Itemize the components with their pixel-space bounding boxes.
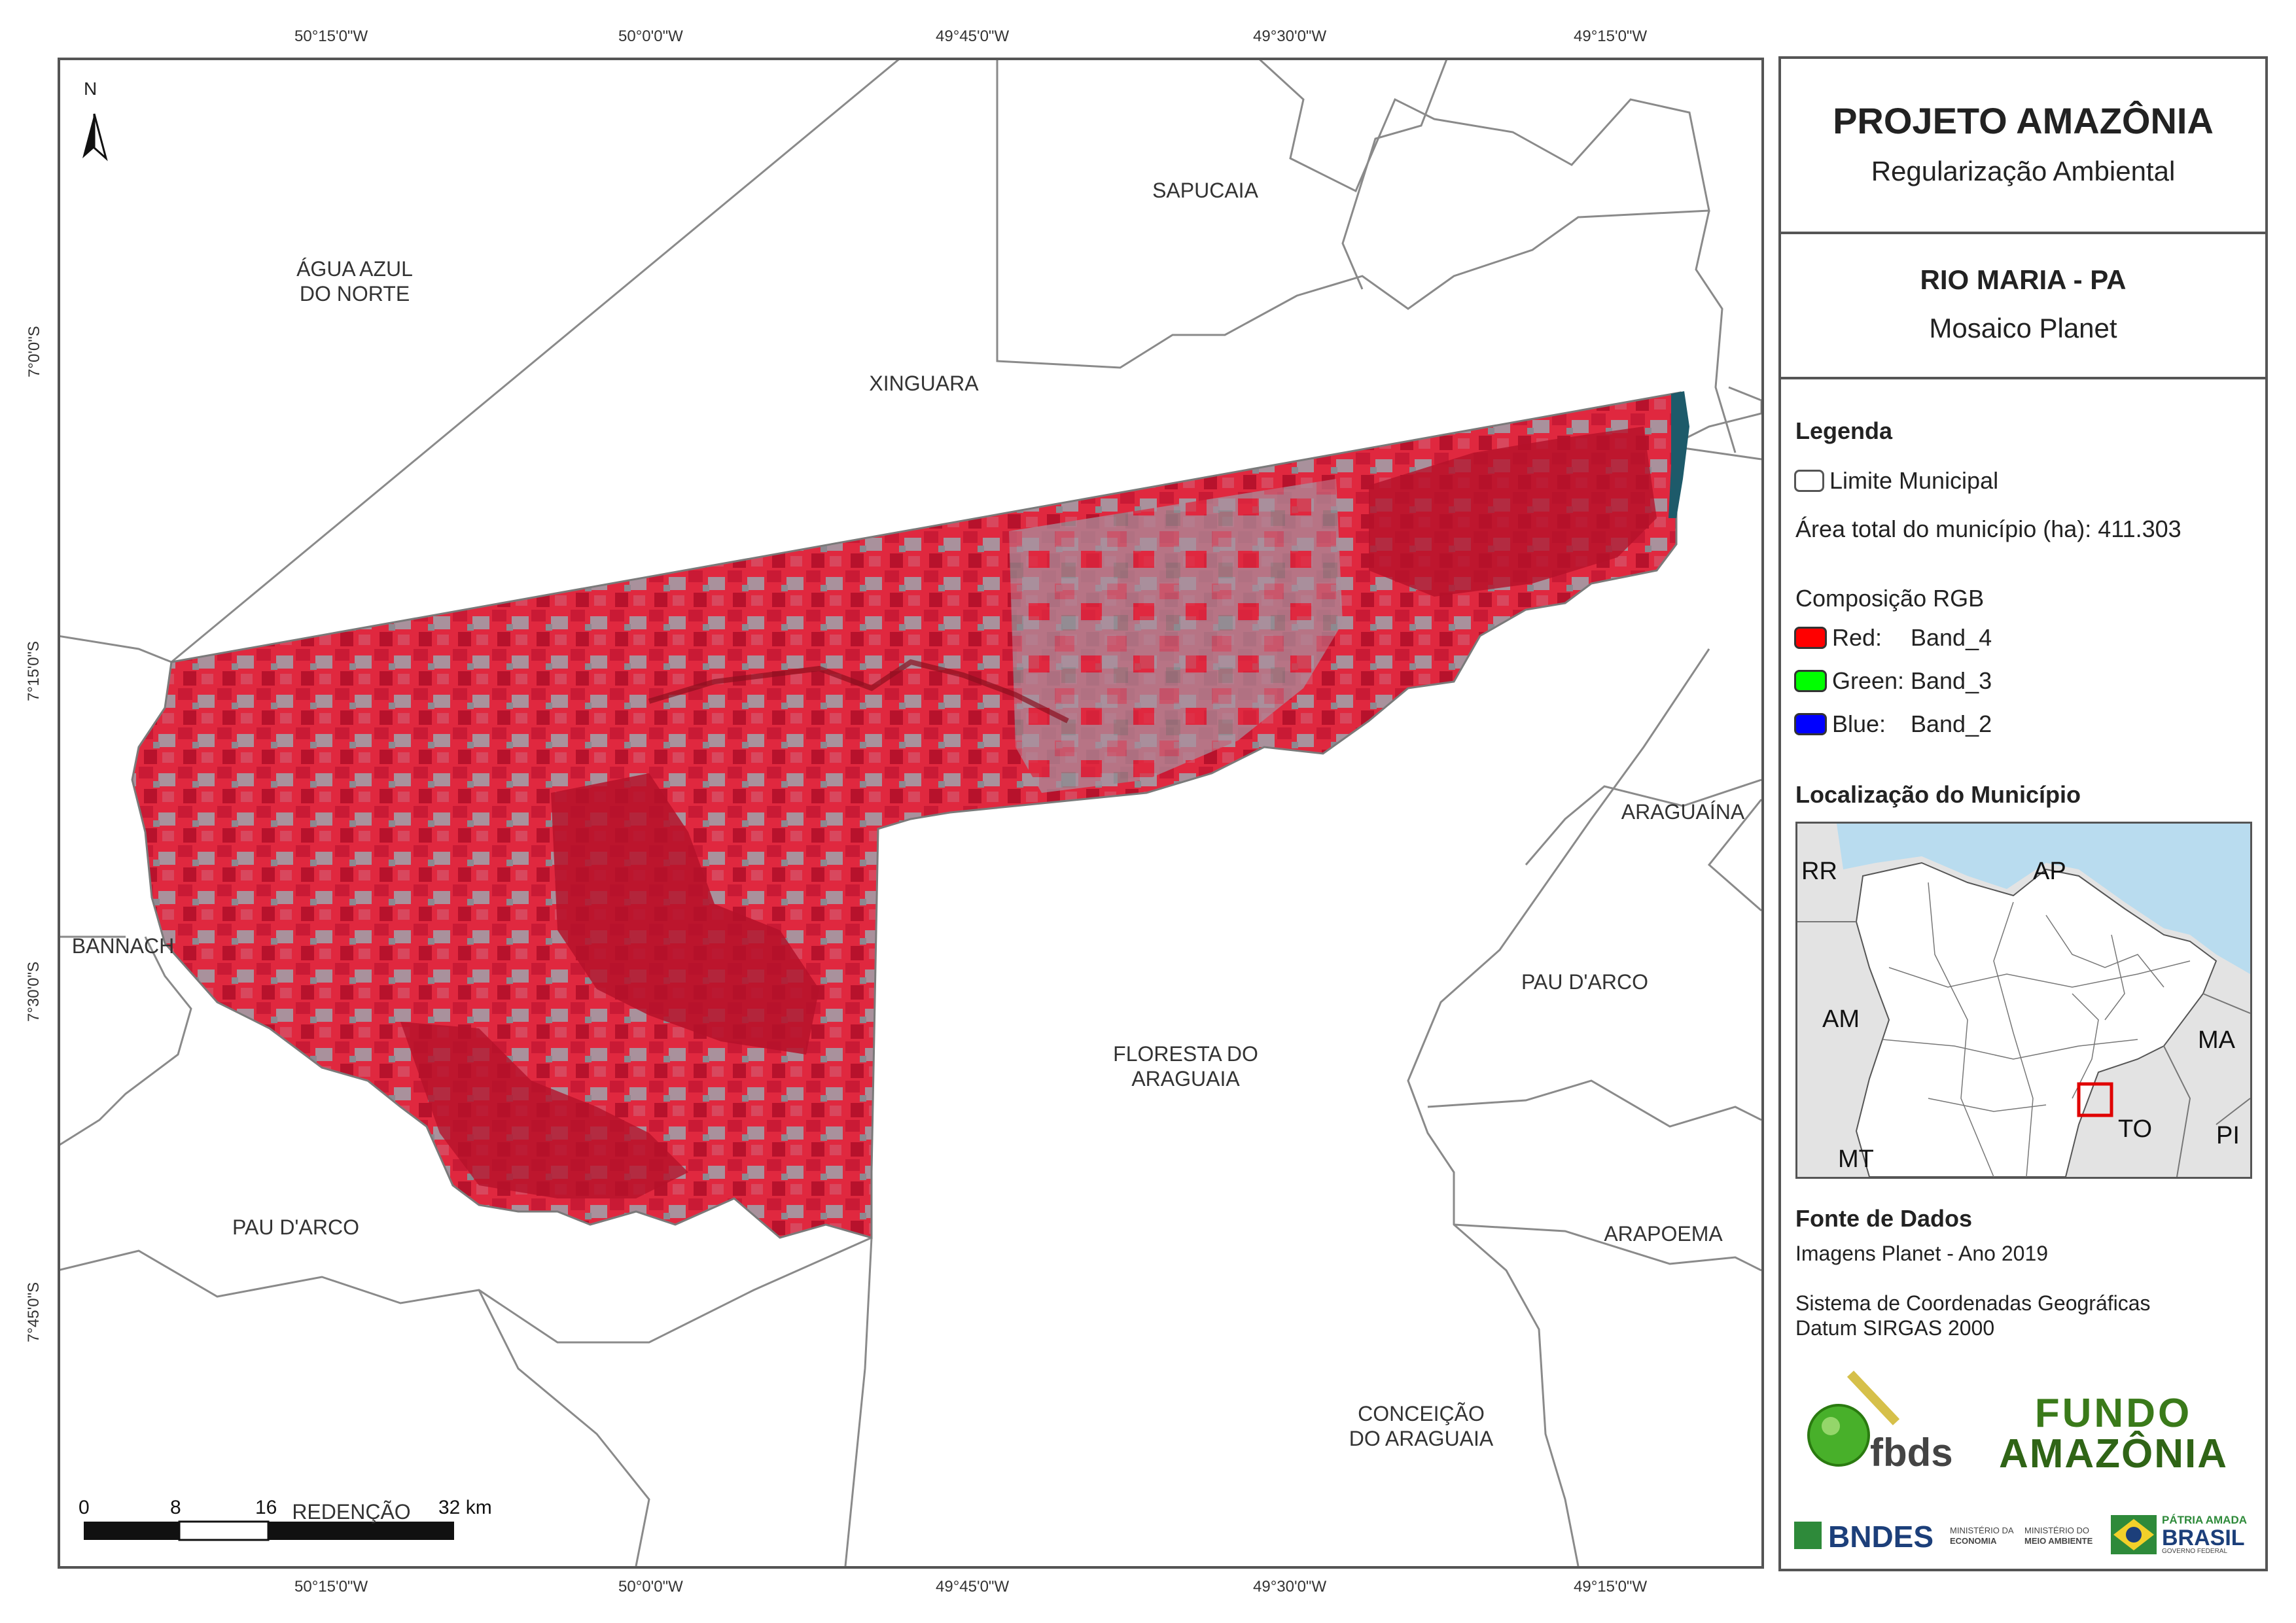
- sources-title: Fonte de Dados: [1795, 1205, 1973, 1232]
- fundo-text: FUNDO: [2034, 1391, 2193, 1436]
- location-title: Localização do Município: [1795, 781, 2081, 808]
- location-inset[interactable]: RR AP AM MA TO MT PI: [1795, 822, 2252, 1179]
- min-amb-line1: MINISTÉRIO DO: [2024, 1526, 2089, 1535]
- river-line: [648, 659, 1069, 724]
- area-total: Área total do município (ha): 411.303: [1795, 515, 2181, 542]
- municipality-name: RIO MARIA - PA: [1920, 264, 2127, 295]
- inset-label-ma: MA: [2198, 1026, 2235, 1054]
- coord-top-5: 49°15'0"W: [1574, 27, 1648, 45]
- coord-bottom-5: 49°15'0"W: [1574, 1578, 1648, 1596]
- min-econ-line2: ECONOMIA: [1950, 1536, 1997, 1546]
- label-sapucaia: SAPUCAIA: [1152, 179, 1258, 202]
- coord-bottom-3: 49°45'0"W: [936, 1578, 1010, 1596]
- coord-top-2: 50°0'0"W: [618, 27, 683, 45]
- label-araguaina: ARAGUAÍNA: [1621, 800, 1745, 824]
- inset-label-rr: RR: [1801, 858, 1837, 885]
- label-pau-darco-pa: PAU D'ARCO: [232, 1215, 359, 1239]
- source-datum: Datum SIRGAS 2000: [1795, 1316, 1995, 1340]
- coord-top-1: 50°15'0"W: [294, 27, 368, 45]
- raster-dark-patch: [551, 773, 819, 1055]
- source-images: Imagens Planet - Ano 2019: [1795, 1242, 2049, 1265]
- coord-left-1: 7°0'0"S: [26, 326, 43, 377]
- label-bannach: BANNACH: [71, 934, 175, 958]
- ocean: [1837, 824, 2250, 974]
- source-coord-system: Sistema de Coordenadas Geográficas: [1795, 1291, 2151, 1315]
- rgb-green-band: Band_3: [1911, 667, 1992, 694]
- map-frame[interactable]: N ÁGUA AZUL DO NORTE SAPUCAIA XINGUARA A…: [58, 58, 1764, 1569]
- patria-line3: GOVERNO FEDERAL: [2162, 1548, 2228, 1555]
- rgb-red-label: Red:: [1832, 624, 1882, 651]
- coord-top-4: 49°30'0"W: [1253, 27, 1327, 45]
- label-conceicao: CONCEIÇÃO DO ARAGUAIA: [1349, 1402, 1494, 1450]
- limit-swatch: [1794, 470, 1824, 492]
- label-floresta: FLORESTA DO ARAGUAIA: [1113, 1042, 1258, 1091]
- raster-dark-patch: [1369, 427, 1657, 597]
- patria-amada-logo: PÁTRIA AMADA BRASIL GOVERNO FEDERAL: [2111, 1512, 2255, 1556]
- label-pau-darco-to: PAU D'ARCO: [1521, 970, 1648, 994]
- label-xinguara: XINGUARA: [869, 372, 979, 395]
- inset-map: [1797, 824, 2250, 1177]
- rgb-green-label: Green:: [1832, 667, 1905, 694]
- bndes-logo: BNDES: [1794, 1516, 1945, 1554]
- neighbor-borders: [1797, 921, 2250, 1177]
- label-redencao: REDENÇÃO: [292, 1500, 411, 1524]
- legend-limit-label: Limite Municipal: [1829, 467, 1999, 494]
- bndes-text: BNDES: [1828, 1520, 1934, 1554]
- river-araguaia: [1669, 391, 1689, 518]
- scale-tick-0: 0: [79, 1497, 90, 1518]
- project-subtitle: Regularização Ambiental: [1871, 156, 2176, 186]
- scale-tick-16: 16: [255, 1497, 277, 1518]
- raster-grey-zone: [1009, 479, 1343, 793]
- red-swatch: [1794, 627, 1827, 649]
- rgb-blue-label: Blue:: [1832, 710, 1886, 737]
- rio-maria-locator: [2077, 1082, 2113, 1117]
- mosaic-name: Mosaico Planet: [1929, 313, 2117, 343]
- patria-line2: BRASIL: [2162, 1526, 2245, 1550]
- raster-dark-patch: [400, 1022, 688, 1198]
- scale-tick-32: 32 km: [438, 1497, 492, 1518]
- label-agua-azul: ÁGUA AZUL DO NORTE: [296, 257, 413, 305]
- side-panel: [1778, 56, 2268, 1571]
- rgb-blue-band: Band_2: [1911, 710, 1992, 737]
- north-arrow-icon: [82, 113, 108, 162]
- coord-top-3: 49°45'0"W: [936, 27, 1010, 45]
- patria-line1: PÁTRIA AMADA: [2162, 1514, 2248, 1526]
- municipal-boundaries: [60, 60, 1761, 1566]
- amazonia-text: AMAZÔNIA: [1998, 1431, 2229, 1476]
- rgb-title: Composição RGB: [1795, 585, 1985, 612]
- fbds-logo: fbds: [1798, 1370, 1962, 1475]
- inset-label-to: TO: [2118, 1115, 2153, 1143]
- green-swatch: [1794, 670, 1827, 692]
- coord-left-4: 7°45'0"S: [25, 1282, 43, 1342]
- min-amb-line2: MEIO AMBIENTE: [2024, 1536, 2093, 1546]
- label-arapoema: ARAPOEMA: [1604, 1222, 1723, 1246]
- inset-label-mt: MT: [1838, 1145, 1874, 1173]
- inset-label-pi: PI: [2216, 1122, 2240, 1149]
- rgb-red-band: Band_4: [1911, 624, 1992, 651]
- brazil-flag-icon: [2111, 1515, 2157, 1554]
- min-economia-logo: MINISTÉRIO DA ECONOMIA: [1950, 1526, 2014, 1546]
- coord-bottom-4: 49°30'0"W: [1253, 1578, 1327, 1596]
- coord-left-2: 7°15'0"S: [25, 640, 43, 701]
- rio-maria-raster[interactable]: [131, 391, 1689, 1239]
- blue-swatch: [1794, 713, 1827, 735]
- inset-label-am: AM: [1822, 1005, 1860, 1033]
- north-label: N: [84, 79, 97, 99]
- fundo-amazonia-logo: FUNDO AMAZÔNIA: [1976, 1393, 2251, 1475]
- min-meio-ambiente-logo: MINISTÉRIO DO MEIO AMBIENTE: [2024, 1526, 2093, 1546]
- bndes-mark: [1794, 1522, 1822, 1549]
- project-title: PROJETO AMAZÔNIA: [1833, 100, 2214, 141]
- map-canvas[interactable]: [60, 60, 1761, 1566]
- legend-title: Legenda: [1795, 417, 1893, 444]
- scale-tick-8: 8: [170, 1497, 181, 1518]
- coord-bottom-2: 50°0'0"W: [618, 1578, 683, 1596]
- municipality-section: RIO MARIA - PA Mosaico Planet: [1778, 232, 2268, 379]
- coord-left-3: 7°30'0"S: [25, 961, 43, 1022]
- min-econ-line1: MINISTÉRIO DA: [1950, 1526, 2014, 1535]
- inset-label-ap: AP: [2033, 858, 2066, 885]
- coord-bottom-1: 50°15'0"W: [294, 1578, 368, 1596]
- scale-bar: [84, 1520, 454, 1541]
- title-section: PROJETO AMAZÔNIA Regularização Ambiental: [1778, 56, 2268, 234]
- fbds-text: fbds: [1870, 1431, 1953, 1475]
